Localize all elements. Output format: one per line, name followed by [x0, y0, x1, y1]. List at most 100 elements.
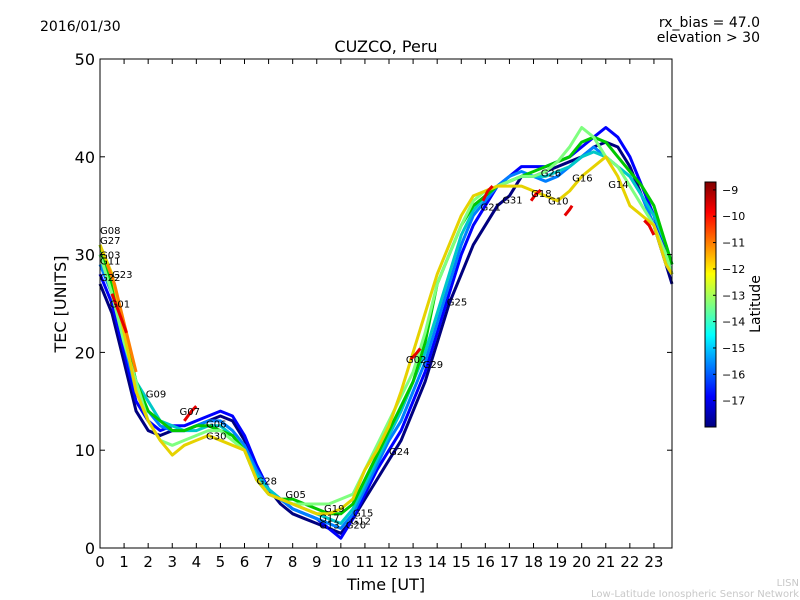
satellite-label: G31: [502, 196, 522, 207]
x-tick-label: 6: [240, 553, 250, 571]
satellite-label: G15: [353, 509, 373, 520]
colorbar-tick-label: −17: [722, 395, 745, 408]
x-tick-label: 15: [452, 553, 471, 571]
x-tick-label: 16: [476, 553, 495, 571]
colorbar-tick-label: −10: [722, 210, 745, 223]
satellite-label: G10: [548, 197, 568, 208]
colorbar-tick-label: −16: [722, 368, 745, 381]
x-tick-label: 10: [331, 553, 350, 571]
plot-series: [98, 126, 674, 540]
x-tick-label: 12: [379, 553, 398, 571]
plot-frame: [99, 58, 673, 549]
satellite-label: G25: [447, 298, 467, 309]
satellite-label: G13: [319, 520, 339, 531]
satellite-label: G05: [285, 490, 305, 501]
satellite-label: G07: [180, 407, 200, 418]
colorbar-tick-label: −9: [722, 184, 738, 197]
x-tick-label: 19: [548, 553, 567, 571]
series-line-red4: [563, 204, 574, 217]
satellite-label: G22: [100, 273, 120, 284]
series-line-red2: [481, 185, 494, 202]
date-label: 2016/01/30: [40, 19, 121, 35]
satellite-label: G09: [146, 389, 166, 400]
colorbar-tick-label: −15: [722, 342, 745, 355]
colorbar-tick-label: −11: [722, 237, 745, 250]
satellite-label: G24: [389, 447, 409, 458]
rx-bias-label: rx_bias = 47.0: [659, 15, 760, 31]
series-line-lime: [98, 126, 674, 506]
y-axis: 0 10 20 30 40 50: [75, 50, 672, 558]
satellite-label: G01: [110, 299, 130, 310]
satellite-label: G30: [206, 431, 226, 442]
chart-title: CUZCO, Peru: [334, 37, 437, 56]
x-axis: 0 1 2 3 4 5 6 7 8 9 10 11 12 13 14 15 16 17 18 19 20 21 22 23: [95, 59, 663, 571]
satellite-label: G21: [481, 203, 501, 214]
x-tick-label: 8: [288, 553, 298, 571]
satellite-label: G29: [423, 360, 443, 371]
x-tick-label: 11: [355, 553, 374, 571]
colorbar-tick-label: −14: [722, 316, 745, 329]
series-line-red3: [529, 188, 542, 202]
series-line-green: [98, 135, 674, 516]
x-tick-label: 9: [312, 553, 322, 571]
satellite-label: G03: [100, 251, 120, 262]
y-tick-label: 50: [75, 50, 95, 69]
x-tick-label: 4: [192, 553, 202, 571]
y-tick-label: 40: [75, 148, 95, 167]
satellite-label: G23: [112, 270, 132, 281]
satellite-label: G19: [324, 504, 344, 515]
series-line-yellow: [98, 155, 674, 516]
series-line-blue: [98, 126, 674, 540]
elevation-label: elevation > 30: [657, 30, 760, 46]
satellite-label: G11: [100, 256, 120, 267]
x-tick-label: 1: [119, 553, 129, 571]
colorbar-label: Latitude: [748, 275, 764, 333]
x-tick-label: 2: [143, 553, 153, 571]
series-line-orange: [105, 263, 138, 373]
x-tick-label: 5: [216, 553, 226, 571]
satellite-label: G08: [100, 226, 120, 237]
x-tick-label: 0: [95, 553, 105, 571]
x-tick-label: 13: [404, 553, 423, 571]
satellite-label: G16: [572, 173, 592, 184]
y-tick-label: 30: [75, 246, 95, 265]
x-tick-label: 3: [167, 553, 177, 571]
colorbar: [704, 181, 717, 428]
series-line-red7: [183, 405, 198, 422]
x-tick-label: 23: [644, 553, 663, 571]
series-line-red: [110, 293, 128, 334]
colorbar-tick-label: −12: [722, 263, 745, 276]
satellite-label: G17: [319, 514, 339, 525]
satellite-label: G20: [346, 520, 366, 531]
colorbar-tick-label: −13: [722, 289, 745, 302]
satellite-label: G27: [100, 236, 120, 247]
footer-lisn: LISN: [777, 578, 799, 589]
x-tick-label: 14: [428, 553, 447, 571]
satellite-label: G12: [351, 517, 371, 528]
series-line-cyan: [98, 150, 674, 525]
satellite-label: G26: [541, 168, 561, 179]
series-line-red6: [409, 347, 422, 361]
satellite-label: G06: [206, 420, 226, 431]
colorbar-ticks: −9 −10 −11 −12 −13 −14 −15 −16 −17: [713, 184, 745, 408]
series-line-red5: [643, 219, 656, 236]
satellite-label: G02: [406, 355, 426, 366]
x-tick-label: 20: [572, 553, 591, 571]
y-tick-label: 20: [75, 343, 95, 362]
satellite-label: G28: [257, 476, 277, 487]
y-axis-label: TEC [UNITS]: [51, 256, 70, 354]
x-tick-label: 21: [596, 553, 615, 571]
satellite-label: G14: [608, 180, 628, 191]
x-axis-label: Time [UT]: [346, 575, 425, 594]
y-tick-label: 0: [85, 539, 95, 558]
satellite-label: G18: [531, 189, 551, 200]
x-tick-label: 7: [264, 553, 274, 571]
series-line-azure: [98, 145, 674, 530]
x-tick-label: 18: [524, 553, 543, 571]
series-line-navy: [98, 140, 674, 535]
y-tick-label: 10: [75, 441, 95, 460]
x-tick-label: 17: [500, 553, 519, 571]
x-tick-label: 22: [620, 553, 639, 571]
